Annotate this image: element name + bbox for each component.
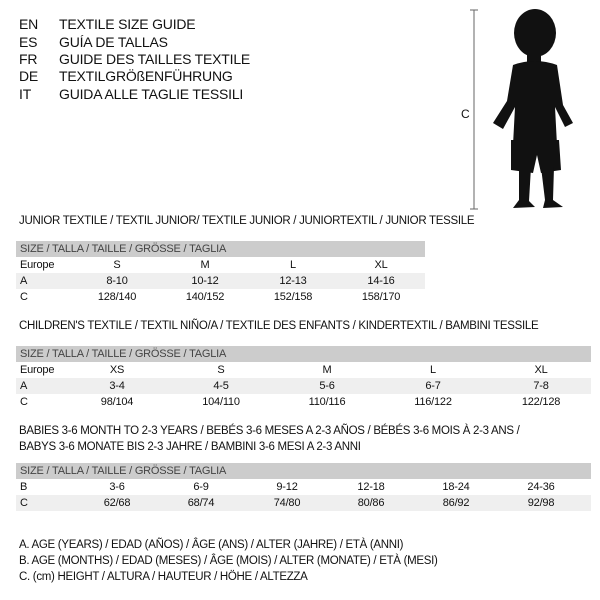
- table-cell: 6-9: [193, 481, 209, 493]
- language-title: TEXTILGRÖßENFÜHRUNG: [59, 68, 233, 84]
- table-cell: 12-18: [357, 481, 385, 493]
- language-title: GUIDE DES TAILLES TEXTILE: [59, 51, 251, 67]
- table-cell: XL: [534, 364, 548, 376]
- table-row: Europe XS S M L XL: [16, 362, 591, 378]
- table-cell: 122/128: [521, 396, 561, 408]
- language-code: FR: [19, 51, 38, 67]
- table-cell: M: [322, 364, 332, 376]
- size-header-row: SIZE / TALLA / TAILLE / GRÖSSE / TAGLIA: [16, 346, 591, 362]
- table-cell: M: [200, 259, 210, 271]
- legend-c: C. (cm) HEIGHT / ALTURA / HAUTEUR / HÖHE…: [19, 571, 308, 583]
- language-title: GUÍA DE TALLAS: [59, 34, 168, 50]
- size-header-label: SIZE / TALLA / TAILLE / GRÖSSE / TAGLIA: [20, 465, 227, 477]
- row-label: Europe: [20, 259, 55, 271]
- table-cell: 10-12: [191, 275, 219, 287]
- row-label: A: [20, 275, 28, 287]
- table-row: B 3-6 6-9 9-12 12-18 18-24 24-36: [16, 479, 591, 495]
- size-header-label: SIZE / TALLA / TAILLE / GRÖSSE / TAGLIA: [20, 243, 227, 255]
- table-cell: 24-36: [527, 481, 555, 493]
- table-cell: S: [113, 259, 121, 271]
- table-cell: 12-13: [279, 275, 307, 287]
- table-cell: 14-16: [367, 275, 395, 287]
- language-code: EN: [19, 16, 39, 32]
- table-cell: 4-5: [213, 380, 229, 392]
- language-title: TEXTILE SIZE GUIDE: [59, 16, 196, 32]
- table-cell: 158/170: [361, 291, 401, 303]
- table-cell: XL: [374, 259, 388, 271]
- table-cell: 98/104: [100, 396, 134, 408]
- row-label: C: [20, 396, 28, 408]
- row-label: B: [20, 481, 28, 493]
- language-title: GUIDA ALLE TAGLIE TESSILI: [59, 86, 244, 102]
- row-label: Europe: [20, 364, 55, 376]
- table-cell: 8-10: [106, 275, 128, 287]
- row-label: C: [20, 497, 28, 509]
- legend-b: B. AGE (MONTHS) / EDAD (MESES) / ÂGE (MO…: [19, 555, 438, 567]
- table-cell: 6-7: [425, 380, 441, 392]
- size-header-label: SIZE / TALLA / TAILLE / GRÖSSE / TAGLIA: [20, 348, 227, 360]
- babies-title-line2: BABYS 3-6 MONATE BIS 2-3 JAHRE / BAMBINI…: [19, 441, 361, 453]
- table-cell: 110/116: [308, 396, 346, 408]
- table-cell: 86/92: [442, 497, 470, 509]
- table-row: A 8-10 10-12 12-13 14-16: [16, 273, 425, 289]
- table-cell: XS: [109, 364, 125, 376]
- table-cell: 5-6: [319, 380, 335, 392]
- table-cell: 3-4: [109, 380, 125, 392]
- table-cell: 92/98: [527, 497, 555, 509]
- child-silhouette-icon: [493, 9, 573, 208]
- table-cell: 9-12: [276, 481, 298, 493]
- legend-a: A. AGE (YEARS) / EDAD (AÑOS) / ÂGE (ANS)…: [19, 539, 404, 551]
- table-cell: 116/122: [414, 396, 452, 408]
- table-cell: 74/80: [273, 497, 301, 509]
- babies-title-line1: BABIES 3-6 MONTH TO 2-3 YEARS / BEBÉS 3-…: [19, 425, 520, 437]
- table-cell: 80/86: [357, 497, 385, 509]
- row-label: A: [20, 380, 28, 392]
- junior-title: JUNIOR TEXTILE / TEXTIL JUNIOR/ TEXTILE …: [19, 215, 475, 227]
- measure-label: C: [461, 107, 470, 121]
- table-cell: L: [290, 259, 296, 271]
- table-cell: 128/140: [97, 291, 137, 303]
- table-cell: 62/68: [103, 497, 131, 509]
- language-code: IT: [19, 86, 32, 102]
- row-label: C: [20, 291, 28, 303]
- table-cell: 7-8: [533, 380, 549, 392]
- table-cell: 140/152: [185, 291, 225, 303]
- table-cell: 104/110: [202, 396, 240, 408]
- child-silhouette-figure: [470, 9, 573, 210]
- size-header-row: SIZE / TALLA / TAILLE / GRÖSSE / TAGLIA: [16, 241, 425, 257]
- table-cell: 18-24: [442, 481, 470, 493]
- table-row: A 3-4 4-5 5-6 6-7 7-8: [16, 378, 591, 394]
- table-cell: 68/74: [187, 497, 215, 509]
- table-row: Europe S M L XL: [16, 257, 425, 273]
- table-cell: 3-6: [109, 481, 125, 493]
- table-row: C 98/104 104/110 110/116 116/122 122/128: [16, 394, 591, 410]
- table-cell: 152/158: [273, 291, 313, 303]
- table-cell: L: [430, 364, 436, 376]
- size-header-row: SIZE / TALLA / TAILLE / GRÖSSE / TAGLIA: [16, 463, 591, 479]
- table-row: C 62/68 68/74 74/80 80/86 86/92 92/98: [16, 495, 591, 511]
- table-row: C 128/140 140/152 152/158 158/170: [16, 289, 425, 305]
- children-title: CHILDREN'S TEXTILE / TEXTIL NIÑO/A / TEX…: [19, 320, 539, 332]
- table-cell: S: [217, 364, 225, 376]
- language-code: DE: [19, 68, 39, 84]
- language-code: ES: [19, 34, 38, 50]
